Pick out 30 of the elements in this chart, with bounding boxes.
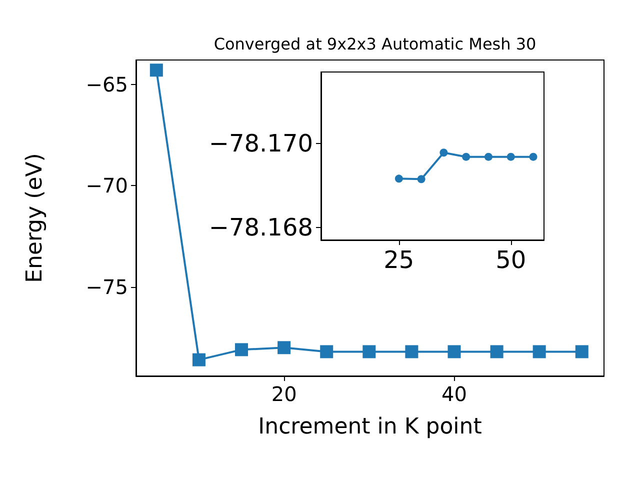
- point: [532, 345, 546, 358]
- y-tick-label: −70: [86, 174, 128, 198]
- point: [506, 152, 515, 161]
- x-tick-label: 20: [271, 382, 297, 406]
- y-tick-label: −65: [86, 72, 128, 96]
- x-tick-label: 50: [496, 246, 526, 274]
- point: [440, 148, 448, 157]
- y-tick-label: −78.170: [208, 129, 313, 158]
- point: [394, 174, 403, 183]
- x-tick-label: 25: [384, 246, 414, 274]
- point: [278, 341, 291, 354]
- point: [529, 152, 538, 161]
- x-tick-label: 40: [442, 382, 467, 406]
- point: [405, 345, 418, 358]
- point: [235, 343, 248, 356]
- point: [448, 345, 461, 358]
- point: [462, 152, 470, 161]
- y-tick-label: −75: [86, 274, 128, 299]
- point: [362, 345, 376, 358]
- point: [417, 175, 426, 184]
- point: [484, 152, 492, 161]
- point: [320, 345, 334, 358]
- point: [490, 345, 504, 358]
- point: [575, 345, 588, 358]
- point: [192, 353, 206, 366]
- y-axis-title: Energy (eV): [22, 153, 48, 283]
- point: [150, 64, 163, 77]
- chart-title: Converged at 9x2x3 Automatic Mesh 30: [214, 34, 536, 54]
- x-axis-title: Increment in K point: [258, 414, 482, 440]
- y-tick-label: −78.168: [208, 213, 313, 242]
